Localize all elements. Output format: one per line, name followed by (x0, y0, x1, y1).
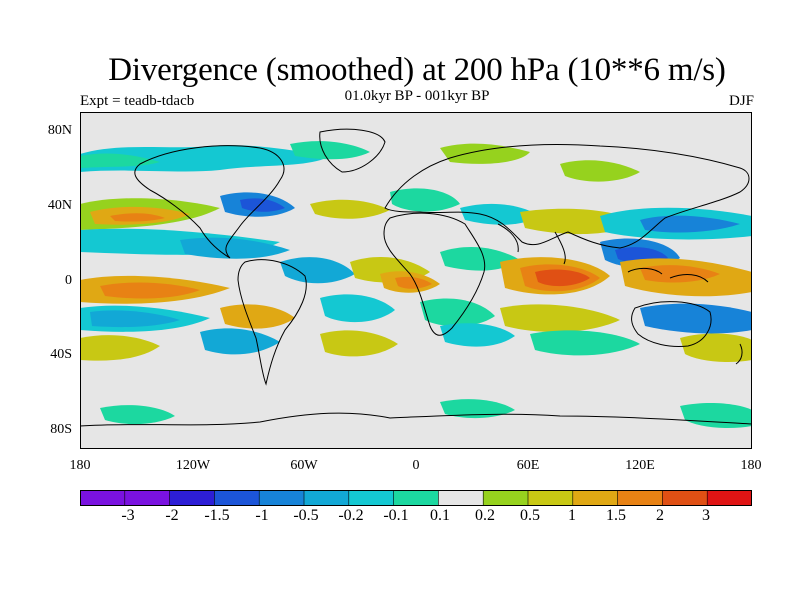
lat-label-40n: 40N (47, 198, 72, 213)
contour-region (220, 304, 295, 329)
colorbar-swatch (80, 490, 126, 506)
colorbar-swatch (393, 490, 440, 506)
lon-label-180e: 180 (740, 458, 762, 473)
colorbar-swatch (348, 490, 395, 506)
contour-region (290, 141, 370, 160)
colorbar-swatch (527, 490, 574, 506)
contour-region (535, 269, 590, 287)
map-frame (80, 112, 752, 449)
contour-region (240, 198, 285, 212)
contour-region (640, 215, 740, 233)
colorbar (80, 490, 752, 506)
contour-region (530, 330, 640, 356)
colorbar-boxes (80, 490, 752, 506)
lon-label-0: 0 (412, 458, 420, 473)
season-label: DJF (728, 93, 754, 109)
lon-label-60w: 60W (290, 458, 318, 473)
contour-region (640, 303, 752, 334)
colorbar-label: -3 (121, 507, 135, 524)
contour-region (440, 399, 515, 419)
colorbar-label: 0.2 (475, 507, 495, 524)
contour-region (680, 403, 752, 428)
experiment-label: Expt = teadb-tdacb (80, 93, 195, 109)
colorbar-swatch (438, 490, 484, 506)
coastline-north-america (134, 145, 285, 259)
colorbar-swatch (169, 490, 216, 506)
colorbar-label: -1 (255, 507, 269, 524)
coastlines (80, 128, 752, 427)
colorbar-label: -0.2 (338, 507, 364, 524)
colorbar-swatch (572, 490, 619, 506)
contour-region (440, 323, 515, 347)
contour-region (390, 188, 460, 212)
coastline-india (554, 231, 566, 265)
colorbar-swatch (258, 490, 305, 506)
colorbar-label: 2 (656, 507, 664, 524)
contour-region (200, 328, 280, 355)
contour-region (440, 246, 520, 271)
contour-region (320, 330, 398, 357)
chart-subtitle: 01.0kyr BP - 001kyr BP (344, 88, 490, 104)
colorbar-label: 1.5 (606, 507, 626, 524)
lon-label-120w: 120W (175, 458, 211, 473)
contour-region (680, 333, 752, 362)
coastline-south-america (237, 259, 307, 386)
coastline-australia (631, 301, 712, 347)
colorbar-swatch (214, 490, 260, 506)
colorbar-label: -2 (165, 507, 179, 524)
contour-region (440, 143, 530, 164)
colorbar-swatch (124, 490, 171, 506)
lat-label-80n: 80N (47, 123, 72, 138)
lon-label-60e: 60E (516, 458, 540, 473)
colorbar-label: 0.5 (520, 507, 540, 524)
lat-label-80s: 80S (50, 422, 72, 437)
colorbar-frame (80, 490, 752, 506)
colorbar-label: -0.1 (383, 507, 409, 524)
colorbar-swatch (617, 490, 664, 506)
contour-region (640, 265, 720, 283)
contour-region (560, 160, 640, 182)
contour-region (280, 257, 355, 284)
contour-region (80, 335, 160, 361)
colorbar-swatch (303, 490, 350, 506)
coastline-antarctica (80, 412, 752, 427)
contour-region (310, 199, 390, 219)
contour-region (395, 276, 432, 289)
coastline-eurasia (384, 144, 750, 249)
colorbar-label: -0.5 (293, 507, 319, 524)
coastline-new-zealand (735, 343, 743, 365)
colorbar-label: 1 (568, 507, 576, 524)
chart-title: Divergence (smoothed) at 200 hPa (10**6 … (108, 52, 726, 88)
coastline-arabia (497, 223, 519, 253)
lon-label-180w: 180 (69, 458, 91, 473)
colorbar-label: 0.1 (430, 507, 450, 524)
coastline-africa (383, 212, 486, 336)
contour-region (180, 237, 290, 259)
colorbar-label: 3 (702, 507, 710, 524)
contour-region (100, 282, 200, 299)
contour-region (90, 310, 180, 328)
lon-label-120e: 120E (625, 458, 655, 473)
contour-region (100, 405, 175, 425)
colorbar-label: -1.5 (204, 507, 230, 524)
contour-region (500, 304, 620, 333)
colorbar-swatch (482, 490, 529, 506)
contour-region (110, 213, 165, 222)
coastline-maritime-continent (627, 267, 709, 283)
contour-region (420, 298, 495, 327)
contour-region (460, 203, 540, 225)
lat-label-40s: 40S (50, 347, 72, 362)
divergence-map (80, 112, 752, 449)
contour-fields (80, 141, 752, 428)
coastline-greenland (319, 128, 386, 173)
contour-region (320, 294, 395, 323)
lat-label-0: 0 (65, 273, 72, 288)
colorbar-swatch (706, 490, 752, 506)
colorbar-swatch (662, 490, 709, 506)
